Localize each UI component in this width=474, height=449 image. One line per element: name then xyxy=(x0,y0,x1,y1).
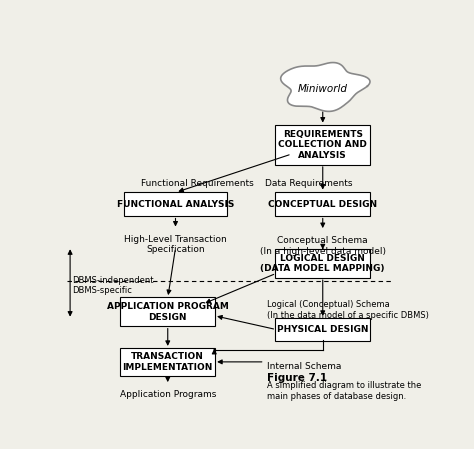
Text: High-Level Transaction
Specification: High-Level Transaction Specification xyxy=(124,235,227,254)
FancyBboxPatch shape xyxy=(120,297,215,326)
Text: TRANSACTION
IMPLEMENTATION: TRANSACTION IMPLEMENTATION xyxy=(123,352,213,372)
FancyBboxPatch shape xyxy=(124,192,227,216)
Text: Miniworld: Miniworld xyxy=(298,84,348,94)
Text: LOGICAL DESIGN
(DATA MODEL MAPPING): LOGICAL DESIGN (DATA MODEL MAPPING) xyxy=(261,254,385,273)
Text: FUNCTIONAL ANALYSIS: FUNCTIONAL ANALYSIS xyxy=(117,199,234,208)
Text: CONCEPTUAL DESIGN: CONCEPTUAL DESIGN xyxy=(268,199,377,208)
Text: Application Programs: Application Programs xyxy=(119,390,216,399)
Text: Data Requirements: Data Requirements xyxy=(264,180,352,189)
FancyBboxPatch shape xyxy=(275,318,370,341)
FancyBboxPatch shape xyxy=(120,348,215,376)
Text: APPLICATION PROGRAM
DESIGN: APPLICATION PROGRAM DESIGN xyxy=(107,302,228,321)
Text: Functional Requirements: Functional Requirements xyxy=(141,180,254,189)
Text: PHYSICAL DESIGN: PHYSICAL DESIGN xyxy=(277,325,368,334)
Text: Figure 7.1: Figure 7.1 xyxy=(267,373,327,383)
Text: Internal Schema: Internal Schema xyxy=(267,362,341,371)
Text: DBMS-specific: DBMS-specific xyxy=(72,286,131,295)
FancyBboxPatch shape xyxy=(275,249,370,278)
Text: REQUIREMENTS
COLLECTION AND
ANALYSIS: REQUIREMENTS COLLECTION AND ANALYSIS xyxy=(278,130,367,160)
Text: DBMS-independent: DBMS-independent xyxy=(72,276,153,285)
Text: Logical (Conceptual) Schema
(In the data model of a specific DBMS): Logical (Conceptual) Schema (In the data… xyxy=(267,300,429,320)
FancyBboxPatch shape xyxy=(275,192,370,216)
Polygon shape xyxy=(281,62,370,111)
FancyBboxPatch shape xyxy=(275,125,370,165)
Text: Conceptual Schema
(In a high-level data model): Conceptual Schema (In a high-level data … xyxy=(260,236,386,256)
Text: A simplified diagram to illustrate the
main phases of database design.: A simplified diagram to illustrate the m… xyxy=(267,381,421,401)
